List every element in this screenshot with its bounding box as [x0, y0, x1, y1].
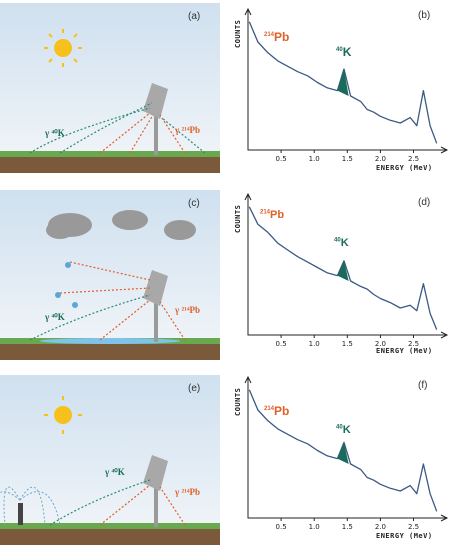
- x-axis-arrow: [440, 331, 449, 339]
- x-tick-label: 1.5: [342, 340, 353, 348]
- chart-d: 0.5 1.0 1.5 2.0 2.5 (d) COUNTS ENERGY (MeV) …: [228, 185, 450, 365]
- chart-f: 0.5 1.0 1.5 2.0 2.5 (f) COUNTS ENERGY (MeV) …: [228, 368, 450, 548]
- sun-icon: [44, 396, 82, 434]
- chart-label: (d): [418, 197, 431, 208]
- chart-b: 0.5 1.0 1.5 2.0 2.5 (b) COUNTS ENERGY (MeV) …: [228, 0, 450, 180]
- x-tick-label: 1.0: [309, 340, 320, 348]
- illustration-panel-c: (c) γ ⁴⁰K γ ²¹⁴Pb: [0, 190, 220, 360]
- axes: [247, 378, 446, 519]
- k-peak-fill: [337, 260, 349, 281]
- k-peak-fill: [337, 442, 349, 464]
- spectrum-line: [248, 21, 438, 144]
- x-tick-label: 1.5: [342, 523, 353, 531]
- detector-icon: [143, 455, 168, 527]
- gamma-k-label: γ ⁴⁰K: [45, 312, 65, 322]
- x-axis-label: ENERGY (MeV): [376, 532, 433, 540]
- k-peak-fill: [337, 69, 349, 96]
- x-axis-arrow: [440, 514, 449, 522]
- sprinkler-icon: [0, 486, 61, 526]
- x-tick-label: 2.0: [375, 155, 386, 163]
- x-tick-label: 1.5: [342, 155, 353, 163]
- chart-label: (f): [418, 380, 428, 391]
- gamma-k-label: γ ⁴⁰K: [105, 467, 125, 477]
- pb-peak-label: 214Pb: [260, 209, 285, 221]
- x-tick-label: 2.5: [408, 523, 419, 531]
- k-peak-label: 40K: [336, 45, 352, 59]
- spectrum-line: [248, 206, 438, 330]
- spectrum-plot: 0.5 1.0 1.5 2.0 2.5: [244, 7, 449, 163]
- spectrum-line: [248, 389, 438, 512]
- chart-label: (b): [418, 10, 431, 21]
- illustration-panel-e: (e) γ ⁴⁰K γ ²¹⁴Pb: [0, 375, 220, 545]
- pb-peak-label: 214Pb: [264, 30, 290, 44]
- raindrop-icon: [55, 262, 78, 308]
- y-axis-arrow: [244, 7, 252, 16]
- x-tick-label: 2.0: [375, 340, 386, 348]
- panel-label: (e): [188, 383, 201, 394]
- y-axis-arrow: [244, 192, 252, 201]
- illustration-panel-a: (a) γ ⁴⁰K γ ²¹⁴Pb: [0, 3, 220, 173]
- x-axis-label: ENERGY (MeV): [376, 347, 433, 355]
- x-tick-label: 0.5: [276, 523, 287, 531]
- y-axis-arrow: [244, 375, 252, 384]
- x-tick-label: 2.0: [375, 523, 386, 531]
- gamma-pb-label: γ ²¹⁴Pb: [175, 305, 201, 315]
- y-axis-label: COUNTS: [234, 19, 242, 48]
- y-axis-label: COUNTS: [234, 387, 242, 416]
- x-axis-arrow: [440, 146, 449, 154]
- k-peak-label: 40K: [334, 237, 349, 249]
- scene-c: [0, 190, 220, 360]
- scene-e: [0, 375, 220, 545]
- gamma-k-label: γ ⁴⁰K: [45, 128, 65, 138]
- detector-icon: [143, 83, 168, 155]
- x-tick-label: 2.5: [408, 155, 419, 163]
- scene-a: [0, 3, 220, 173]
- gamma-pb-label: γ ²¹⁴Pb: [175, 125, 201, 135]
- spectrum-plot: 0.5 1.0 1.5 2.0 2.5: [244, 192, 449, 348]
- x-tick-label: 0.5: [276, 155, 287, 163]
- gamma-pb-label: γ ²¹⁴Pb: [175, 487, 201, 497]
- x-tick-label: 1.0: [309, 155, 320, 163]
- spectrum-plot: 0.5 1.0 1.5 2.0 2.5: [244, 375, 449, 531]
- x-tick-label: 1.0: [309, 523, 320, 531]
- x-tick-label: 2.5: [408, 340, 419, 348]
- x-axis-label: ENERGY (MeV): [376, 164, 433, 172]
- detector-icon: [143, 270, 168, 342]
- k-peak-label: 40K: [336, 424, 351, 436]
- panel-label: (a): [188, 11, 201, 22]
- panel-label: (c): [188, 198, 200, 209]
- sun-icon: [44, 29, 82, 67]
- y-axis-label: COUNTS: [234, 204, 242, 233]
- pb-peak-label: 214Pb: [264, 404, 290, 418]
- cloud-icon: [46, 210, 196, 240]
- x-tick-label: 0.5: [276, 340, 287, 348]
